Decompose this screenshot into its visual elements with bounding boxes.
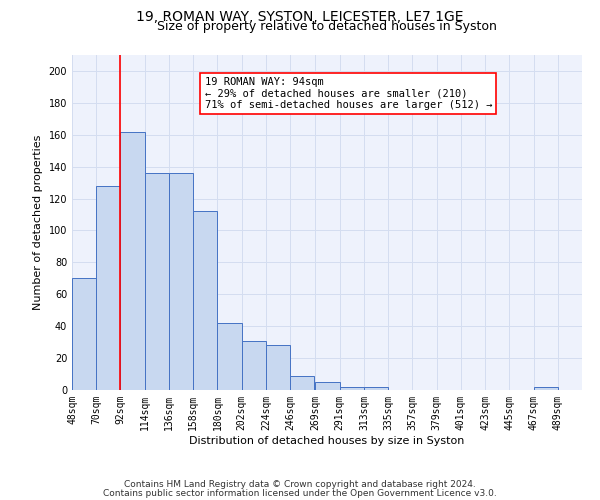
Text: Contains public sector information licensed under the Open Government Licence v3: Contains public sector information licen… — [103, 488, 497, 498]
Bar — [266, 346, 290, 390]
Bar — [121, 132, 145, 390]
Y-axis label: Number of detached properties: Number of detached properties — [33, 135, 43, 310]
X-axis label: Distribution of detached houses by size in Syston: Distribution of detached houses by size … — [190, 436, 464, 446]
Bar — [169, 173, 193, 390]
Bar — [193, 212, 217, 390]
Bar — [533, 387, 558, 390]
Bar — [364, 387, 388, 390]
Text: 19, ROMAN WAY, SYSTON, LEICESTER, LE7 1GE: 19, ROMAN WAY, SYSTON, LEICESTER, LE7 1G… — [136, 10, 464, 24]
Bar — [145, 173, 169, 390]
Bar — [242, 340, 266, 390]
Bar — [340, 387, 364, 390]
Title: Size of property relative to detached houses in Syston: Size of property relative to detached ho… — [157, 20, 497, 33]
Bar — [316, 382, 340, 390]
Text: 19 ROMAN WAY: 94sqm
← 29% of detached houses are smaller (210)
71% of semi-detac: 19 ROMAN WAY: 94sqm ← 29% of detached ho… — [205, 77, 492, 110]
Text: Contains HM Land Registry data © Crown copyright and database right 2024.: Contains HM Land Registry data © Crown c… — [124, 480, 476, 489]
Bar — [217, 323, 242, 390]
Bar — [72, 278, 96, 390]
Bar — [290, 376, 314, 390]
Bar — [96, 186, 121, 390]
